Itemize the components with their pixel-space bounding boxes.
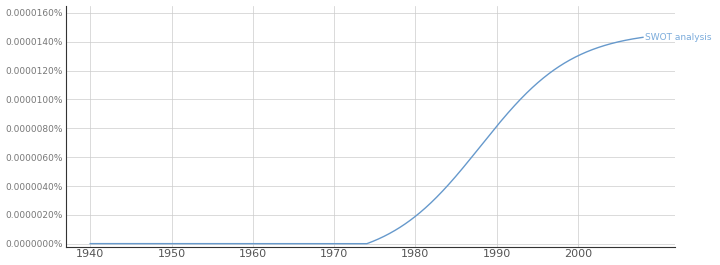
Text: SWOT analysis: SWOT analysis <box>645 33 712 42</box>
